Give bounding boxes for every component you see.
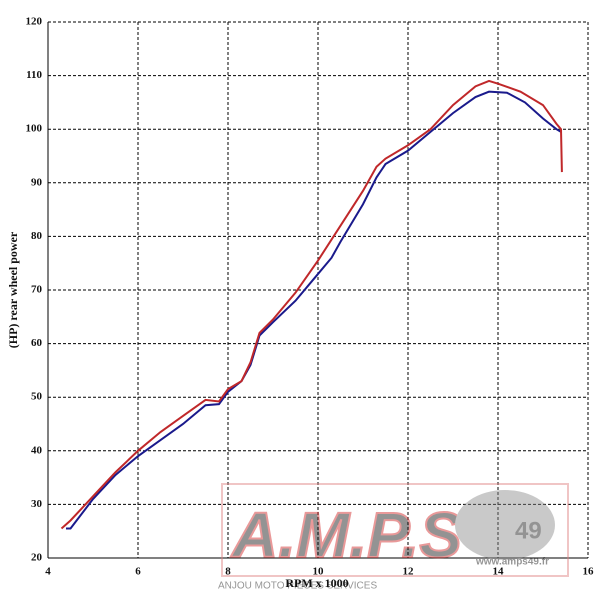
series-line (60, 79, 563, 530)
watermark-number: 49 (515, 517, 542, 544)
x-tick-label: 6 (135, 566, 141, 578)
y-tick-label: 90 (31, 176, 43, 188)
y-tick-label: 70 (31, 284, 43, 296)
y-tick-label: 60 (31, 337, 43, 349)
watermark-url: www.amps49.fr (475, 557, 549, 568)
y-tick-label: 40 (31, 444, 43, 456)
series-line (66, 90, 562, 530)
watermark: A.M.P.S 49 ANJOU MOTO PIECES SERVICES ww… (218, 483, 569, 592)
x-axis-label: RPM x 1000 (285, 576, 348, 590)
x-tick-label: 8 (225, 566, 231, 578)
y-axis-label: (HP) rear wheel power (6, 231, 20, 348)
watermark-logo: A.M.P.S (230, 499, 462, 571)
x-tick-label: 14 (493, 566, 505, 578)
watermark-subtitle: ANJOU MOTO PIECES SERVICES (218, 581, 377, 592)
y-tick-label: 80 (31, 230, 43, 242)
y-tick-label: 30 (31, 498, 43, 510)
x-tick-label: 10 (313, 566, 325, 578)
y-tick-label: 20 (31, 552, 43, 564)
y-tick-label: 100 (26, 123, 43, 135)
x-tick-label: 4 (45, 566, 51, 578)
y-tick-label: 50 (31, 391, 43, 403)
watermark-bike (455, 490, 555, 560)
x-tick-label: 12 (403, 566, 415, 578)
y-tick-label: 120 (26, 16, 43, 28)
watermark-frame (221, 483, 569, 577)
y-tick-label: 110 (26, 69, 42, 81)
x-tick-label: 16 (583, 566, 595, 578)
